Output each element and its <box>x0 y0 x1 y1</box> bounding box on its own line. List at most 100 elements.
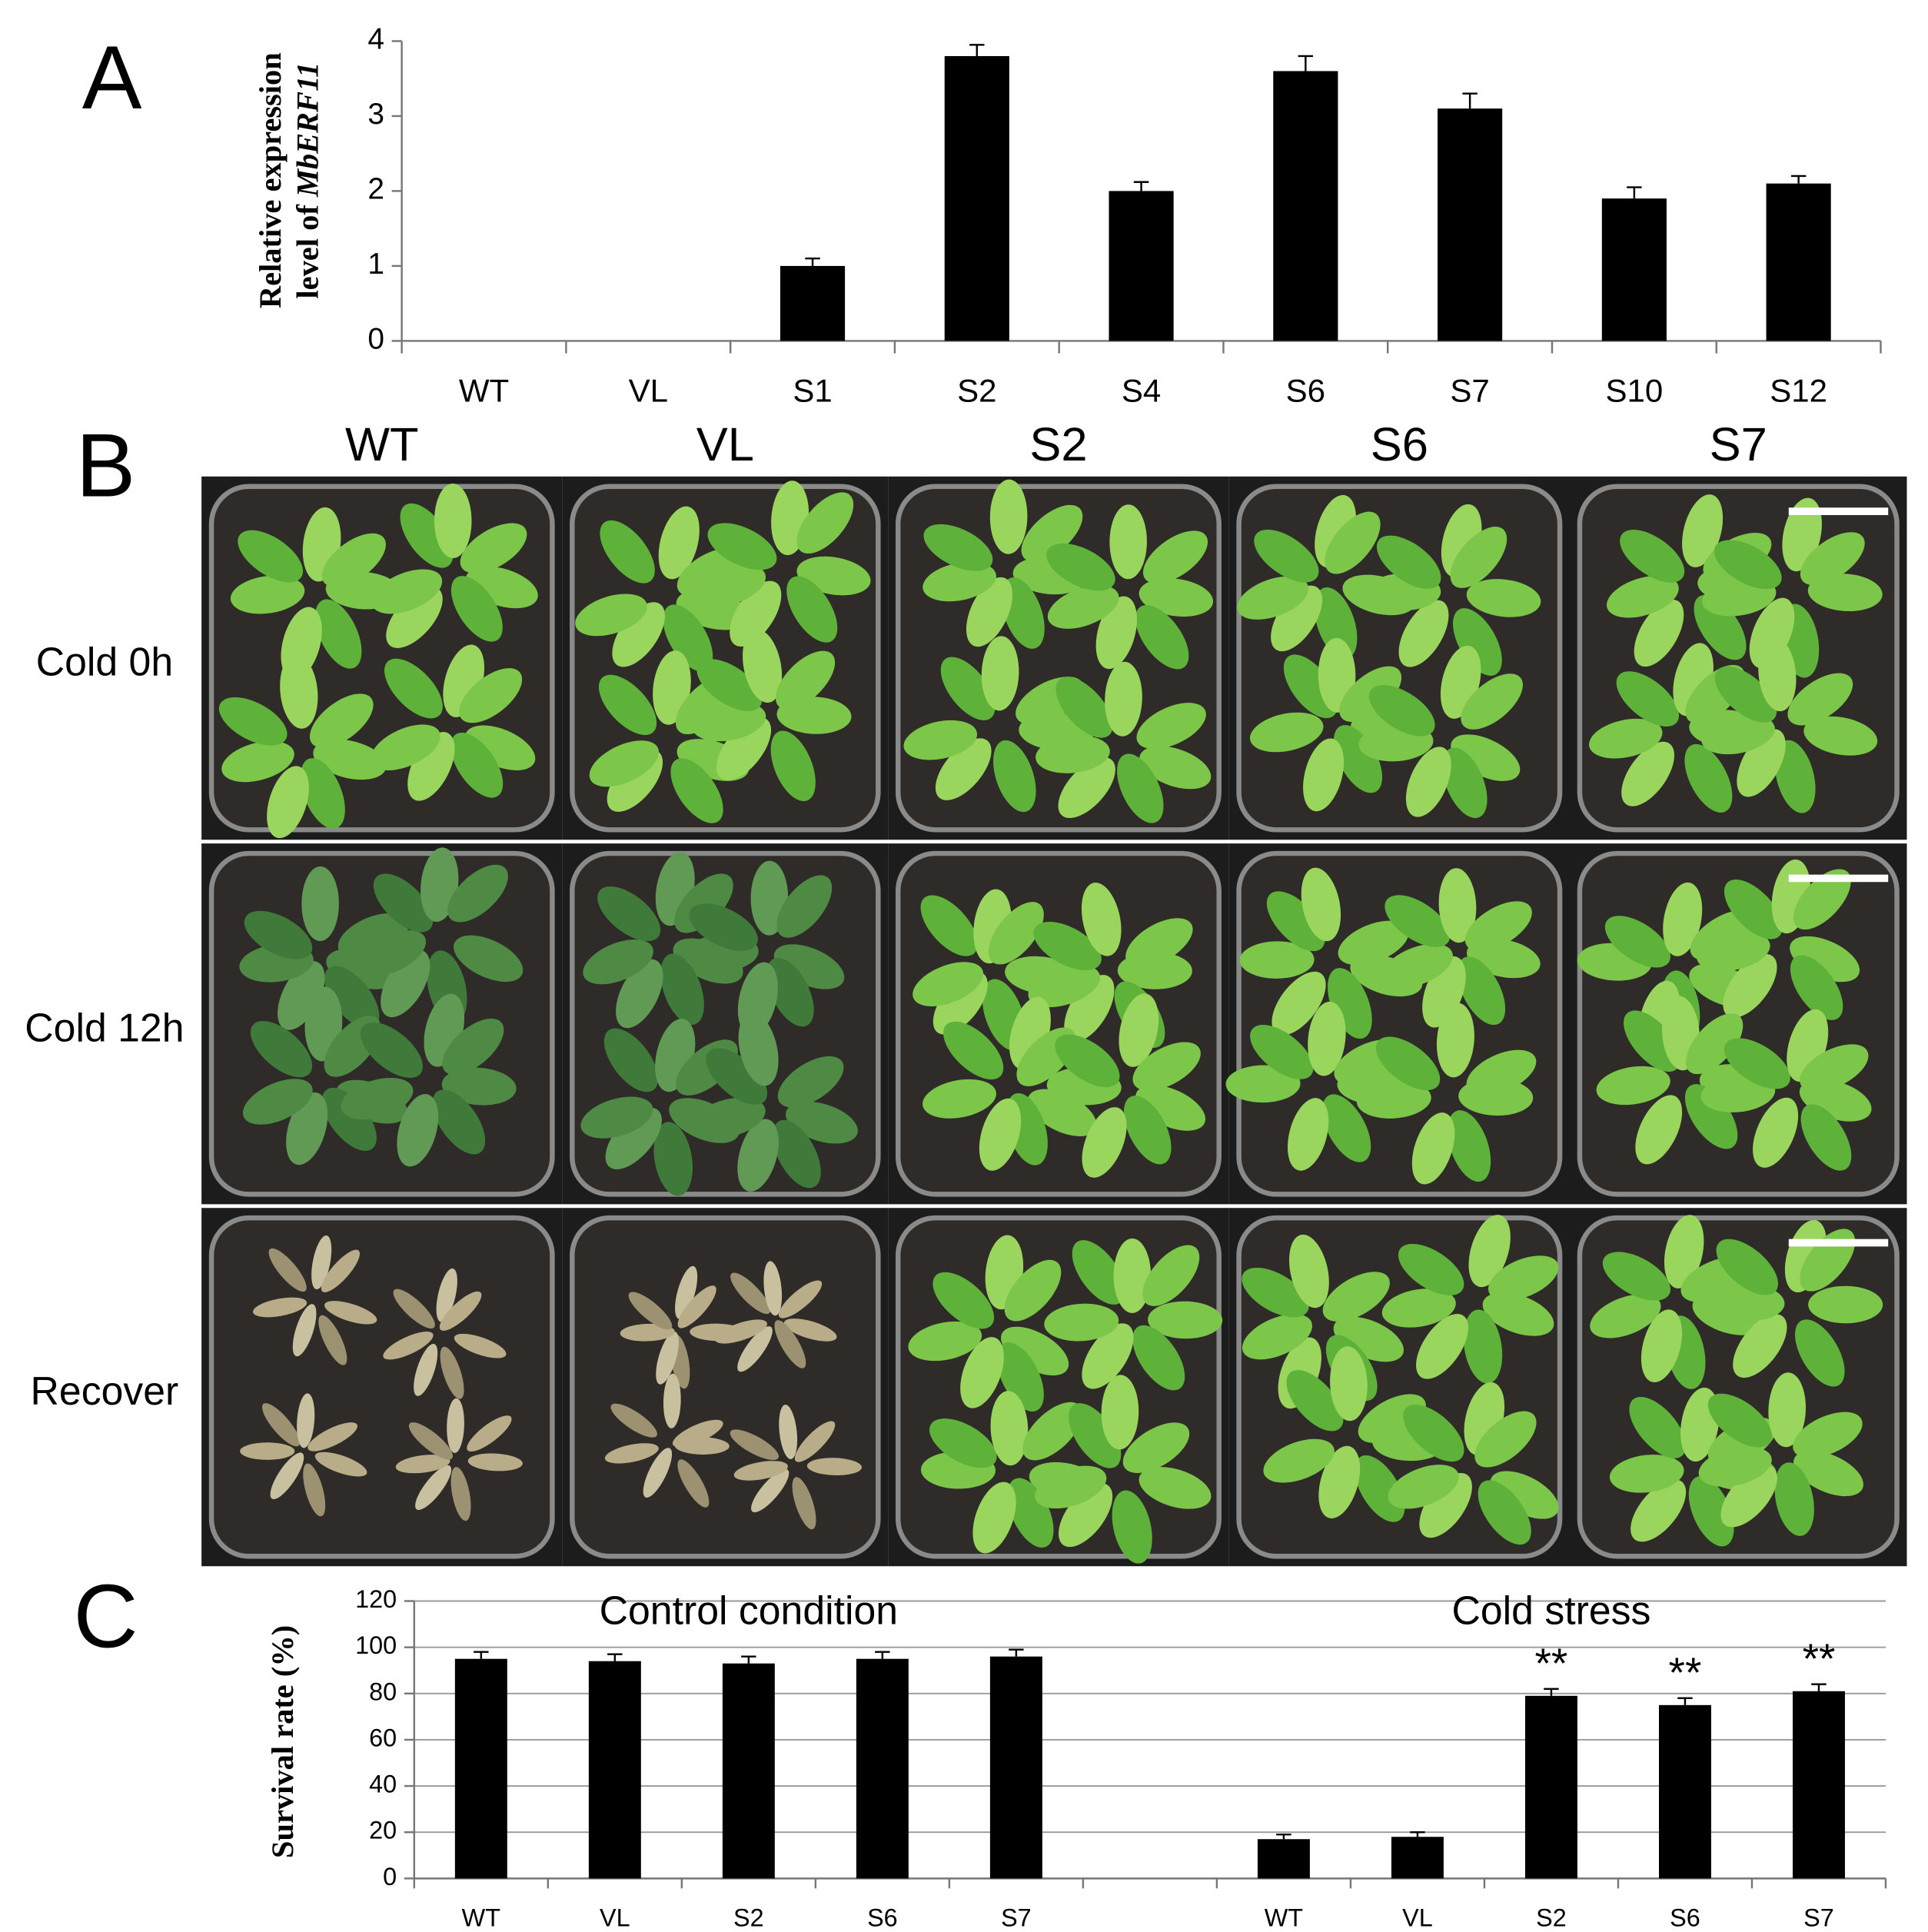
leaf <box>923 524 993 571</box>
leaf <box>1122 1422 1190 1473</box>
leaf <box>297 1393 315 1448</box>
error-bar <box>1462 92 1478 109</box>
leaf <box>1082 1323 1134 1389</box>
error-bar <box>474 1651 489 1659</box>
leaf <box>415 1465 452 1511</box>
leaf <box>1117 753 1164 823</box>
leaf <box>675 1265 698 1319</box>
x-tick-label: S7 <box>1450 372 1489 408</box>
leaf <box>1330 1346 1368 1422</box>
leaf <box>238 530 304 583</box>
bar <box>1524 1695 1577 1879</box>
leaf <box>990 1391 1029 1466</box>
leaf <box>777 1056 844 1108</box>
leaf <box>1001 1326 1069 1376</box>
leaf <box>1105 661 1142 737</box>
leaf <box>620 1323 675 1342</box>
leaf <box>653 1122 693 1196</box>
leaf <box>436 1268 457 1322</box>
y-tick-label: 0 <box>383 1863 397 1890</box>
x-tick-label: VL <box>1402 1904 1433 1931</box>
leaf <box>1664 1215 1704 1289</box>
significance-label: ** <box>1669 1648 1702 1696</box>
leaf <box>1698 1446 1772 1487</box>
leaf <box>1419 1472 1472 1538</box>
x-tick-label: S6 <box>1670 1904 1700 1931</box>
leaf <box>715 1319 767 1344</box>
leaf <box>792 1477 816 1530</box>
leaf <box>1682 494 1724 567</box>
leaf <box>1322 1094 1371 1162</box>
leaf <box>932 1272 995 1329</box>
error-bar <box>875 1651 890 1659</box>
bar <box>1391 1837 1444 1879</box>
leaf <box>360 1022 423 1078</box>
leaf <box>381 949 430 1018</box>
plant-photo <box>1228 1208 1570 1567</box>
leaf <box>1411 1112 1455 1185</box>
bar <box>454 1658 507 1879</box>
leaf <box>920 895 978 956</box>
leaf <box>1237 576 1309 620</box>
leaf <box>450 732 504 798</box>
leaf <box>1787 673 1853 726</box>
leaf <box>1381 943 1453 989</box>
x-tick-label: S1 <box>793 372 832 408</box>
leaf <box>1046 543 1115 591</box>
leaf <box>1457 956 1506 1026</box>
leaf <box>1589 718 1663 759</box>
plant-photo <box>201 843 563 1205</box>
leaf <box>674 873 733 933</box>
leaf <box>267 766 309 839</box>
error-bar <box>741 1655 756 1664</box>
leaf <box>773 1119 821 1189</box>
leaf <box>270 1452 304 1500</box>
leaf <box>1737 729 1786 797</box>
leaf <box>1101 1375 1139 1450</box>
leaf <box>1464 901 1532 952</box>
leaf <box>676 547 745 597</box>
error-bar <box>1677 1697 1693 1705</box>
leaf <box>1490 1471 1559 1519</box>
leaf <box>467 1453 523 1471</box>
leaf <box>1287 1098 1329 1171</box>
leaf <box>1072 1240 1125 1305</box>
leaf <box>1055 677 1113 738</box>
leaf <box>929 1418 997 1468</box>
y-tick-label: 2 <box>367 173 384 206</box>
leaf <box>1148 1301 1223 1339</box>
leaf <box>447 1398 464 1453</box>
x-tick-label: S7 <box>1001 1904 1032 1931</box>
leaf <box>1301 867 1341 942</box>
leaf <box>1450 527 1507 588</box>
leaf <box>321 533 386 587</box>
leaf <box>670 758 723 823</box>
leaf <box>1466 579 1541 617</box>
leaf <box>786 576 838 643</box>
leaf <box>397 1094 439 1167</box>
plant-photo <box>562 843 889 1205</box>
leaf <box>1303 738 1345 812</box>
plant-photo <box>888 1208 1229 1567</box>
leaf <box>313 739 387 780</box>
leaf <box>447 864 508 923</box>
error-bar <box>969 44 985 56</box>
leaf <box>643 1448 673 1498</box>
leaf <box>1355 1455 1405 1522</box>
y-axis-title-line: Relative expression <box>253 52 288 308</box>
leaf <box>775 650 836 710</box>
leaf <box>1694 594 1747 660</box>
leaf <box>1376 535 1441 589</box>
leaf <box>672 1419 723 1448</box>
bar <box>1792 1691 1845 1879</box>
leaf <box>1250 1025 1314 1079</box>
leaf <box>663 604 713 672</box>
leaf <box>1720 1465 1777 1528</box>
x-tick-label: WT <box>1265 1904 1304 1931</box>
leaf <box>1035 735 1110 773</box>
plant-photo <box>201 476 563 840</box>
leaf <box>1385 895 1451 947</box>
error-bar <box>1009 1648 1024 1657</box>
panel-label: B <box>76 416 136 516</box>
